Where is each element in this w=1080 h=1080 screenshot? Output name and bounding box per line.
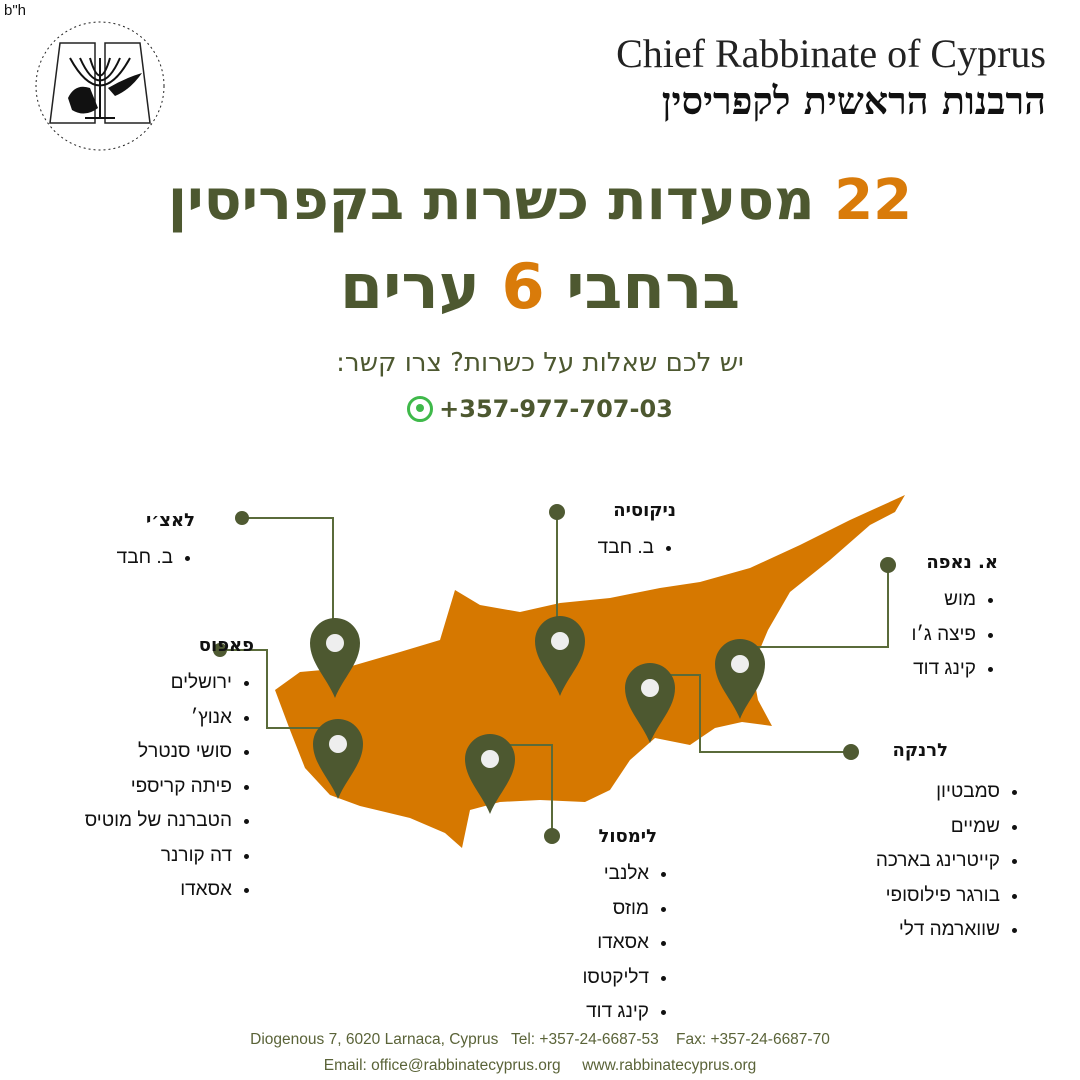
map-pin-icon-nicosia [535,616,585,696]
restaurant-item: פיצה ג׳ו [912,618,976,653]
restaurant-item: פיתה קריספי [85,770,232,805]
footer-address-line: Diogenous 7, 6020 Larnaca, Cyprus Tel: +… [0,1031,1080,1049]
map-pin-center [551,632,569,650]
city-name: לאצ׳י [145,510,195,531]
footer-website-link[interactable]: www.rabbinatecyprus.org [582,1057,757,1074]
footer-tel: Tel: +357-24-6687-53 [510,1031,659,1048]
city-name: א. נאפה [926,552,998,573]
dot-nicosia [549,504,565,520]
city-limassol: לימסול אלנבי מוזס אסאדו דליקטסו קינג דוד [582,826,657,1030]
restaurant-count: 22 [834,168,913,233]
city-paphos: פאפוס ירושלים אנוץ׳ סושי סנטרל פיתה קריס… [85,635,254,908]
restaurant-item: סושי סנטרל [85,735,232,770]
city-larnaca: לרנקה סמבטיון שמיים קייטרינג בארכה בורגר… [876,740,1000,948]
connector-lapta [242,517,334,630]
map-pin-icon-limassol [465,734,515,814]
city-name: לימסול [598,826,657,847]
city-name: פאפוס [198,635,254,656]
map-pin-center [481,750,499,768]
footer-links-line: Email: office@rabbinatecyprus.org www.ra… [0,1057,1080,1075]
restaurant-item: שמיים [876,810,1000,845]
footer-email-label: Email: [323,1057,367,1074]
contact-question: יש לכם שאלות על כשרות? צרו קשר: [336,348,744,378]
city-ayia-napa: א. נאפה מוש פיצה ג׳ו קינג דוד [912,552,998,687]
restaurant-item: הטברנה של מוטיס [85,804,232,839]
restaurant-item: קינג דוד [582,995,649,1030]
map-pin-icon-lapta [310,618,360,698]
footer-email-link[interactable]: office@rabbinatecyprus.org [371,1057,561,1074]
restaurant-item: קייטרינג בארכה [876,844,1000,879]
restaurant-item: אסאדו [582,926,649,961]
headline-text-1: מסעדות כשרות בקפריסין [167,168,815,233]
map-pin-icon-paphos [313,719,363,799]
contact-phone-row[interactable]: +357-977-707-03 [0,395,1080,423]
city-nicosia: ניקוסיה ב. חבד [598,500,676,566]
rabbinate-logo [35,21,165,151]
footer-fax: Fax: +357-24-6687-70 [676,1031,830,1048]
restaurant-item: אנוץ׳ [85,701,232,736]
restaurant-item: סמבטיון [876,775,1000,810]
headline-text-2b: ערים [339,250,480,323]
connector-larnaca [665,674,851,753]
headline-line-2: ברחבי 6 ערים [0,250,1080,323]
city-lapta: לאצ׳י ב. חבד [117,510,195,576]
map-pin-center [326,634,344,652]
cities-count: 6 [501,250,545,323]
connector-ayia-napa [745,565,889,648]
map-pin-center [329,735,347,753]
city-name: ניקוסיה [613,500,676,521]
restaurant-item: ב. חבד [598,531,654,566]
org-name-english: Chief Rabbinate of Cyprus [616,31,1046,76]
restaurant-item: בורגר פילוסופי [876,879,1000,914]
map-pin-center [731,655,749,673]
dot-ayia-napa [880,557,896,573]
restaurant-item: ירושלים [85,666,232,701]
connector-limassol [505,744,553,836]
restaurant-item: קינג דוד [912,652,976,687]
connector-paphos [220,649,330,729]
dot-paphos [213,643,227,657]
dot-limassol [544,828,560,844]
whatsapp-icon [407,396,434,422]
restaurant-item: דה קורנר [85,839,232,874]
dot-larnaca [843,744,859,760]
restaurant-item: ב. חבד [117,541,173,576]
dot-lapta [235,511,249,525]
map-pin-icon-larnaca [625,663,675,743]
restaurant-item: אלנבי [582,857,649,892]
map-pin-icon-ayia-napa [715,639,765,719]
city-name: לרנקה [892,740,948,761]
map-pin-center [641,679,659,697]
cyprus-shape [275,495,905,848]
restaurant-item: מוש [912,583,976,618]
bh-label: b"h [4,2,27,19]
phone-number[interactable]: +357-977-707-03 [439,395,673,423]
restaurant-item: שווארמה דלי [876,913,1000,948]
restaurant-item: דליקטסו [582,961,649,996]
restaurant-item: אסאדו [85,873,232,908]
footer-address: Diogenous 7, 6020 Larnaca, Cyprus [250,1031,499,1048]
org-name-hebrew: הרבנות הראשית לקפריסין [661,78,1046,123]
headline-line-1: 22 מסעדות כשרות בקפריסין [0,168,1080,233]
headline-text-2a: ברחבי [566,250,741,323]
restaurant-item: מוזס [582,892,649,927]
